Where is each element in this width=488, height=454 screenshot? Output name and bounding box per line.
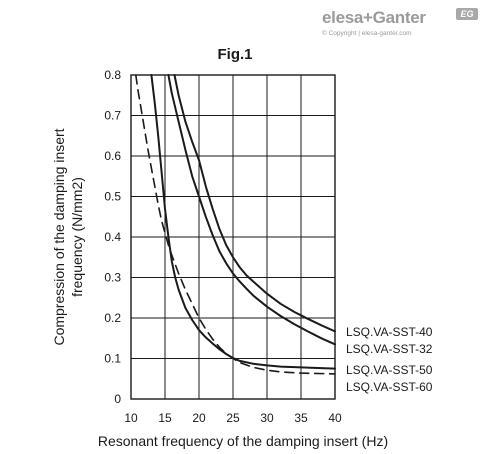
y-tick-label-6: 0.6 (104, 149, 121, 163)
x-tick-label-4: 30 (260, 411, 274, 425)
x-tick-label-3: 25 (226, 411, 240, 425)
x-tick-label-1: 15 (158, 411, 172, 425)
brand-logo: elesa+Ganter EG © Copyright | elesa-gant… (322, 8, 482, 42)
series-line-lsq-va-sst-50 (150, 74, 336, 370)
y-tick-label-1: 0.1 (104, 352, 121, 366)
y-tick-label-8: 0.8 (104, 68, 121, 82)
y-tick-label-3: 0.3 (104, 271, 121, 285)
chart-title: Fig.1 (217, 46, 253, 63)
plot-frame (130, 74, 336, 400)
y-axis-label-line-2: frequency (N/mm2) (69, 177, 85, 297)
y-tick-label-5: 0.5 (104, 190, 121, 204)
series-lines (135, 74, 336, 375)
y-tick-label-7: 0.7 (104, 109, 121, 123)
y-tick-label-2: 0.2 (104, 311, 121, 325)
series-line-lsq-va-sst-32 (167, 74, 336, 346)
brand-name: elesa+Ganter (322, 8, 426, 27)
tick-labels: 10 15 20 25 30 35 40 0 0.1 0.2 0.3 0.4 0.5 0.6 0.7 0.8 (104, 68, 342, 425)
series-line-lsq-va-sst-60 (135, 74, 336, 375)
grid (130, 74, 336, 400)
x-tick-label-6: 40 (328, 411, 342, 425)
y-axis-label-line-1: Compression of the damping insert (51, 128, 67, 345)
x-tick-label-5: 35 (294, 411, 308, 425)
x-tick-label-2: 20 (192, 411, 206, 425)
x-axis-label: Resonant frequency of the damping insert… (98, 433, 388, 449)
legend: LSQ.VA-SST-40 LSQ.VA-SST-32 LSQ.VA-SST-50 L… (346, 325, 433, 394)
legend-label-2: LSQ.VA-SST-50 (346, 363, 433, 377)
legend-label-1: LSQ.VA-SST-32 (346, 342, 433, 356)
y-tick-label-0: 0 (114, 392, 121, 406)
series-line-lsq-va-sst-40 (173, 74, 336, 333)
x-tick-label-0: 10 (124, 411, 138, 425)
brand-badge: EG (456, 8, 478, 20)
y-tick-label-4: 0.4 (104, 230, 121, 244)
copyright-note: © Copyright | elesa-ganter.com (322, 30, 412, 37)
legend-label-3: LSQ.VA-SST-60 (346, 380, 433, 394)
legend-label-0: LSQ.VA-SST-40 (346, 325, 433, 339)
